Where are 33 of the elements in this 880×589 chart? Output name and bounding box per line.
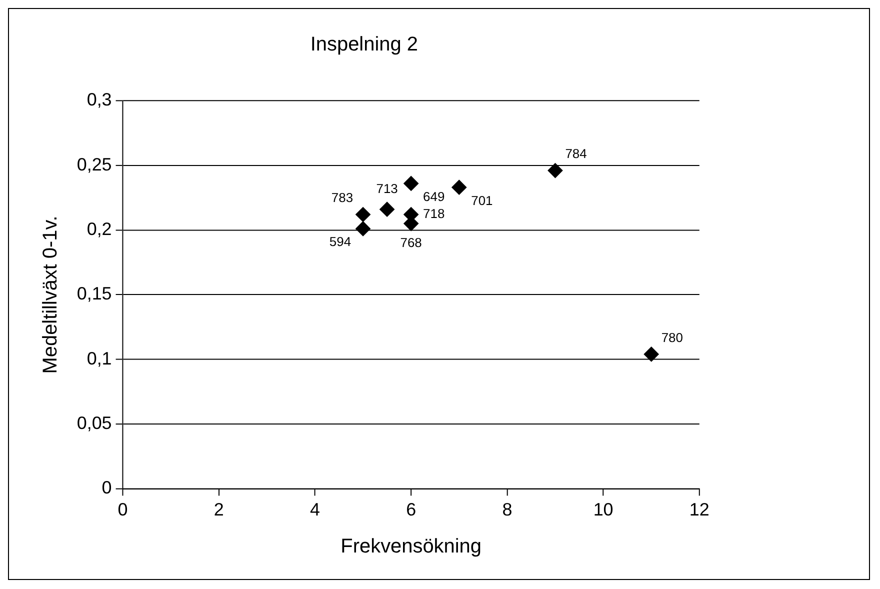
point [452,180,467,195]
annotation: 713 [376,180,398,196]
x-tick-label: 2 [214,499,224,520]
x-tick-label: 10 [593,499,614,520]
y-tick-label: 0,3 [86,90,112,110]
y-tick-label: 0,05 [76,413,112,433]
annotation: 701 [471,192,493,208]
x-tick-label: 4 [310,499,320,520]
y-tick-label: 0,15 [76,284,112,304]
y-tick-label: 0,25 [76,154,112,174]
point [380,202,395,217]
annotation: 718 [423,206,445,222]
annotation: 784 [565,146,587,162]
annotation: 649 [423,188,445,204]
x-tick-label: 12 [689,499,710,520]
point [644,346,659,362]
annotation: 783 [331,190,354,206]
chart-title: Inspelning 2 [310,33,418,56]
y-tick-label: 0,1 [86,348,112,368]
point [356,207,371,222]
y-tick-label: 0,2 [86,218,112,239]
x-tick-label: 6 [406,499,416,520]
x-tick-label: 0 [118,499,128,520]
y-tick-label: 0 [102,478,112,498]
point [356,221,371,236]
annotation: 594 [329,234,352,250]
annotation: 768 [400,235,422,250]
annotation: 780 [661,330,683,345]
x-tick-label: 8 [502,499,512,520]
point [548,163,563,178]
y-axis-title: Medeltillväxt 0-1v. [39,216,62,374]
x-axis-title: Frekvensökning [340,536,482,558]
point [404,176,419,191]
